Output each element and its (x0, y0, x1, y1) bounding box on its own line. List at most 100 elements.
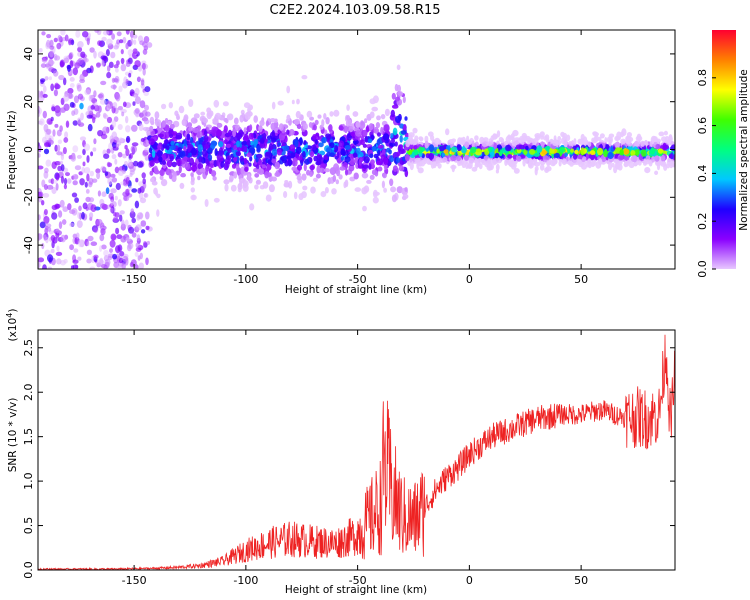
heatmap-cell (77, 46, 83, 53)
heatmap-cell (138, 191, 144, 200)
x-tick-label: -50 (349, 273, 367, 286)
heatmap-cell (48, 76, 53, 81)
heatmap-cell (334, 145, 339, 153)
heatmap-cell (179, 182, 185, 189)
heatmap-cell (188, 126, 194, 132)
heatmap-cell (77, 93, 84, 100)
heatmap-cell (295, 110, 301, 119)
heatmap-cell (592, 132, 599, 137)
heatmap-cell (43, 148, 50, 155)
heatmap-cell (110, 173, 116, 178)
heatmap-cell (296, 98, 300, 105)
heatmap-cell (42, 110, 47, 119)
heatmap-cell (47, 266, 53, 269)
heatmap-cell (121, 219, 125, 228)
heatmap-cell (286, 155, 292, 160)
heatmap-cell (200, 111, 206, 116)
heatmap-cell (156, 150, 163, 158)
heatmap-cell (43, 209, 48, 216)
heatmap-cell (58, 74, 65, 81)
heatmap-cell (115, 245, 121, 254)
heatmap-cell (303, 163, 307, 172)
x-tick-label: 50 (574, 273, 588, 286)
heatmap-cell (92, 116, 96, 124)
heatmap-cell (178, 105, 185, 114)
heatmap-cell (42, 193, 50, 198)
heatmap-cell (110, 188, 117, 194)
heatmap-cell (312, 177, 318, 182)
heatmap-cell (53, 89, 59, 97)
heatmap-cell (145, 257, 149, 266)
snr-panel: -150 -100 -50 0 50 0.0 0.5 1.0 1.5 2.0 2.5 Height… (5, 309, 676, 596)
heatmap-cell (56, 245, 60, 252)
heatmap-cell (335, 179, 339, 185)
heatmap-cell (413, 144, 418, 150)
heatmap-cell (71, 192, 78, 198)
heatmap-cell (112, 216, 119, 222)
heatmap-cell (38, 48, 43, 53)
heatmap-cell (223, 179, 230, 185)
heatmap-cell (652, 136, 658, 142)
heatmap-cell (288, 180, 293, 189)
heatmap-cell (369, 111, 375, 119)
heatmap-cell (110, 199, 114, 206)
heatmap-cell (438, 145, 445, 152)
heatmap-cell (100, 55, 107, 60)
heatmap-cell (138, 262, 144, 269)
heatmap-cell (436, 148, 440, 154)
heatmap-cell (117, 124, 123, 130)
heatmap-cell (510, 161, 517, 170)
heatmap-cell (405, 139, 411, 148)
heatmap-cell (635, 135, 643, 142)
heatmap-cell (270, 122, 276, 131)
heatmap-cell (93, 50, 97, 59)
heatmap-cell (651, 156, 656, 163)
heatmap-cell (404, 116, 408, 121)
heatmap-cell (661, 136, 667, 142)
heatmap-cell (284, 180, 289, 184)
heatmap-cell (383, 163, 388, 170)
heatmap-cell (41, 242, 45, 250)
heatmap-cell (381, 148, 386, 156)
heatmap-cell (38, 165, 44, 170)
heatmap-cell (169, 123, 175, 130)
heatmap-cell (286, 85, 291, 94)
heatmap-cell (93, 227, 98, 233)
heatmap-cell (411, 140, 418, 146)
heatmap-cell (57, 35, 62, 42)
heatmap-cell (310, 144, 317, 151)
heatmap-cell (293, 118, 301, 125)
heatmap-cell (246, 111, 253, 117)
heatmap-cell (389, 178, 394, 187)
heatmap-cell (619, 149, 624, 157)
heatmap-cell (124, 257, 129, 266)
heatmap-cell (59, 160, 63, 165)
heatmap-cell (38, 191, 44, 198)
heatmap-cell (384, 108, 390, 117)
heatmap-cell (226, 155, 232, 161)
heatmap-cell (190, 117, 198, 124)
heatmap-cell (178, 151, 184, 158)
heatmap-cell (296, 175, 303, 181)
heatmap-cell (377, 149, 381, 156)
heatmap-cell (390, 133, 394, 140)
heatmap-cell (271, 176, 277, 182)
heatmap-cell (184, 162, 191, 170)
heatmap-cell (249, 124, 253, 131)
heatmap-cell (265, 194, 272, 202)
heatmap-cell (90, 105, 95, 110)
heatmap-cell (115, 67, 119, 73)
heatmap-cell (283, 155, 287, 161)
heatmap-cell (149, 170, 154, 176)
heatmap-cell (233, 171, 238, 179)
heatmap-cell (166, 159, 173, 168)
heatmap-cell (116, 60, 120, 66)
heatmap-cell (113, 78, 119, 83)
heatmap-y-axis-label: Frequency (Hz) (6, 110, 18, 189)
heatmap-cell (94, 30, 100, 33)
heatmap-cell (131, 188, 138, 193)
heatmap-cell (536, 145, 543, 153)
heatmap-cell (456, 155, 461, 162)
heatmap-cell (119, 210, 125, 215)
snr-multiplier-label: (x104) (5, 309, 19, 342)
